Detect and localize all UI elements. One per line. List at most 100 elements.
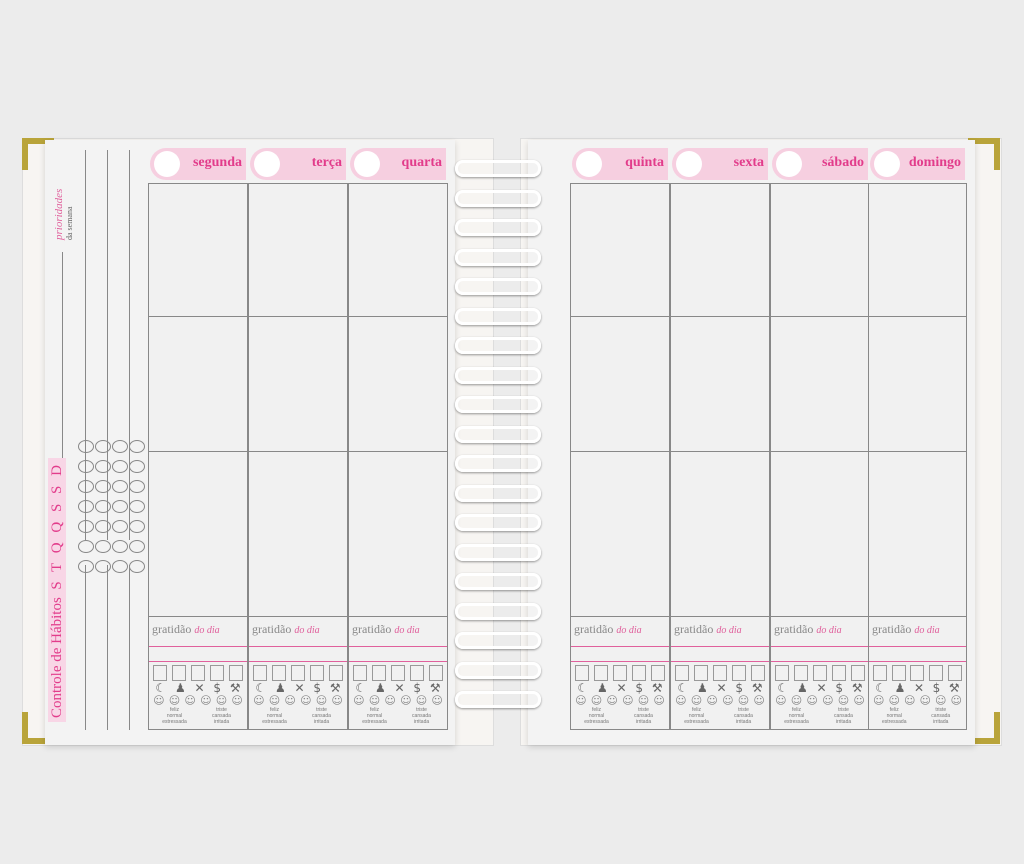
habit-checkbox[interactable] xyxy=(129,540,145,553)
mood-face-icon[interactable]: ☺ xyxy=(904,694,916,707)
habit-checkbox[interactable] xyxy=(78,480,94,493)
mood-face-icon[interactable]: ☺ xyxy=(675,694,687,707)
mood-face-icon[interactable]: ☺ xyxy=(837,694,850,707)
habit-checkbox[interactable] xyxy=(78,540,94,553)
water-cup-icon xyxy=(873,665,888,681)
habit-checkbox[interactable] xyxy=(95,460,111,473)
date-circle[interactable] xyxy=(154,151,180,177)
habit-checkbox[interactable] xyxy=(129,480,145,493)
mood-label: cansada xyxy=(634,713,653,719)
mood-face-icon[interactable]: ☺ xyxy=(873,694,885,707)
habit-checkbox[interactable] xyxy=(129,440,145,453)
mood-face-icon[interactable]: ☺ xyxy=(368,694,381,707)
mood-face-icon[interactable]: ☺ xyxy=(822,694,834,707)
gratitude-label: gratidão do dia xyxy=(252,622,320,637)
habit-checkbox[interactable] xyxy=(129,520,145,533)
mood-label: irritada xyxy=(213,719,230,725)
gratitude-label: gratidão do dia xyxy=(774,622,842,637)
habit-checkbox[interactable] xyxy=(95,560,111,573)
mood-face-icon[interactable]: ☺ xyxy=(950,694,962,707)
mood-face-icon[interactable]: ☺ xyxy=(284,694,296,707)
mood-face-icon[interactable]: ☺ xyxy=(637,694,650,707)
mood-face-icon[interactable]: ☺ xyxy=(184,694,196,707)
mood-face-icon[interactable]: ☺ xyxy=(737,694,750,707)
mood-face-icon[interactable]: ☺ xyxy=(690,694,703,707)
habit-checkbox[interactable] xyxy=(112,500,128,513)
water-cup-icon xyxy=(712,665,727,681)
habit-checkbox[interactable] xyxy=(112,540,128,553)
mood-face-icon[interactable]: ☺ xyxy=(775,694,787,707)
habit-checkbox[interactable] xyxy=(78,560,94,573)
mood-face-icon[interactable]: ☺ xyxy=(200,694,212,707)
mood-face-icon[interactable]: ☺ xyxy=(431,694,443,707)
habit-checkbox[interactable] xyxy=(78,460,94,473)
habit-checkbox[interactable] xyxy=(129,460,145,473)
mood-face-icon[interactable]: ☺ xyxy=(919,694,931,707)
mood-face-icon[interactable]: ☺ xyxy=(315,694,328,707)
date-circle[interactable] xyxy=(776,151,802,177)
mood-face-icon[interactable]: ☺ xyxy=(215,694,228,707)
date-circle[interactable] xyxy=(874,151,900,177)
mood-face-icon[interactable]: ☺ xyxy=(331,694,343,707)
habit-checkbox[interactable] xyxy=(78,500,94,513)
mood-face-icon[interactable]: ☺ xyxy=(168,694,181,707)
gold-corner xyxy=(22,138,54,170)
habit-checkbox[interactable] xyxy=(95,480,111,493)
mood-face-icon[interactable]: ☺ xyxy=(722,694,734,707)
exercise-icon: ⚒ xyxy=(751,681,763,695)
habit-checkbox[interactable] xyxy=(78,520,94,533)
mood-face-icon[interactable]: ☺ xyxy=(888,694,900,707)
habit-checkbox[interactable] xyxy=(112,560,128,573)
mood-face-icon[interactable]: ☺ xyxy=(253,694,265,707)
day-header-5: sábado xyxy=(772,148,868,180)
habit-checkbox[interactable] xyxy=(95,440,111,453)
mood-face-icon[interactable]: ☺ xyxy=(353,694,365,707)
mood-face-icon[interactable]: ☺ xyxy=(590,694,603,707)
habit-checkbox[interactable] xyxy=(112,460,128,473)
mood-face-icon[interactable]: ☺ xyxy=(606,694,618,707)
habit-checkbox[interactable] xyxy=(129,500,145,513)
habit-checkbox[interactable] xyxy=(112,440,128,453)
date-circle[interactable] xyxy=(676,151,702,177)
mood-face-icon[interactable]: ☺ xyxy=(400,694,412,707)
date-circle[interactable] xyxy=(576,151,602,177)
mood-label: feliz xyxy=(370,707,379,713)
mood-face-icon[interactable]: ☺ xyxy=(935,694,947,707)
mood-face-icon[interactable]: ☺ xyxy=(415,694,428,707)
mood-face-icon[interactable]: ☺ xyxy=(806,694,818,707)
mood-label: irritada xyxy=(835,719,852,725)
mood-label: irritada xyxy=(413,719,430,725)
habit-checkbox[interactable] xyxy=(78,440,94,453)
mood-face-icon[interactable]: ☺ xyxy=(622,694,634,707)
mood-face-icon[interactable]: ☺ xyxy=(853,694,865,707)
mood-label: normal xyxy=(588,713,605,719)
water-cup-icon xyxy=(209,665,224,681)
mood-face-icon[interactable]: ☺ xyxy=(153,694,165,707)
mood-face-icon[interactable]: ☺ xyxy=(653,694,665,707)
meditation-icon: ♟ xyxy=(596,681,608,695)
mood-face-icon[interactable]: ☺ xyxy=(706,694,718,707)
mood-label: irritada xyxy=(313,719,330,725)
spiral-ring xyxy=(455,160,541,177)
gold-corner xyxy=(968,712,1000,744)
mood-face-icon[interactable]: ☺ xyxy=(231,694,243,707)
date-circle[interactable] xyxy=(254,151,280,177)
mood-label: estressada xyxy=(684,719,709,725)
meditation-icon: ♟ xyxy=(696,681,708,695)
habit-checkbox[interactable] xyxy=(112,520,128,533)
mood-face-icon[interactable]: ☺ xyxy=(300,694,312,707)
habit-checkbox[interactable] xyxy=(95,520,111,533)
habit-checkbox[interactable] xyxy=(95,500,111,513)
mood-face-icon[interactable]: ☺ xyxy=(384,694,396,707)
water-cup-icon xyxy=(831,665,846,681)
habit-checkbox[interactable] xyxy=(129,560,145,573)
habit-checkbox[interactable] xyxy=(95,540,111,553)
mood-face-icon[interactable]: ☺ xyxy=(790,694,803,707)
date-circle[interactable] xyxy=(354,151,380,177)
mood-face-icon[interactable]: ☺ xyxy=(753,694,765,707)
mood-face-icon[interactable]: ☺ xyxy=(575,694,587,707)
habit-checkbox[interactable] xyxy=(112,480,128,493)
mood-face-icon[interactable]: ☺ xyxy=(268,694,281,707)
meditation-icon: ♟ xyxy=(374,681,386,695)
mood-label: cansada xyxy=(931,713,951,719)
